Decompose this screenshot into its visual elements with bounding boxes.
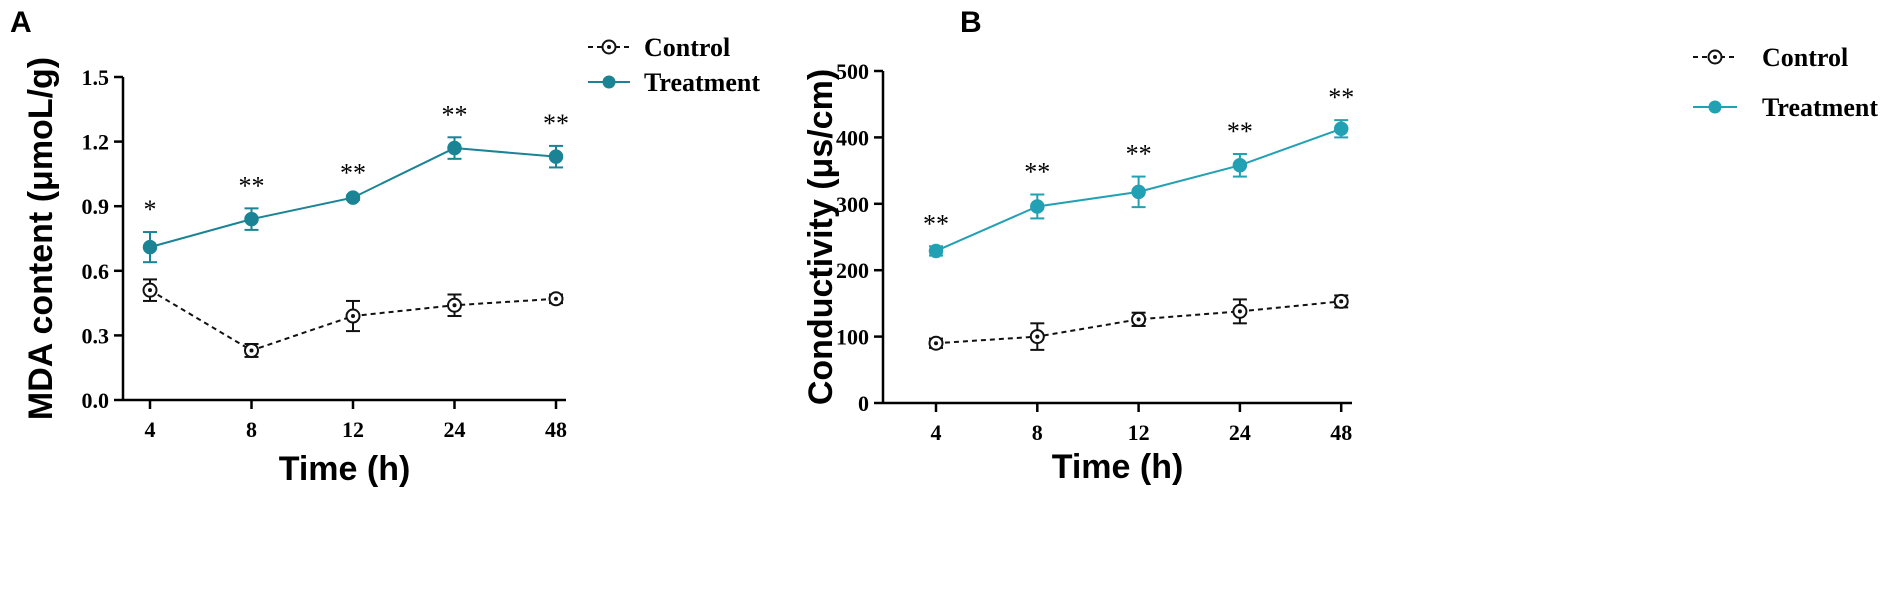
series-treatment [928,119,1349,259]
y-tick-label: 0.3 [82,323,110,348]
data-point-dot [452,303,457,308]
significance-marker: ** [543,109,569,138]
y-tick-label: 300 [836,192,869,217]
data-point [1030,199,1045,214]
y-tick-label: 0.9 [82,194,110,219]
y-tick-label: 0.0 [82,388,110,413]
x-tick-label: 48 [545,417,567,442]
significance-marker: ** [1024,158,1050,187]
data-point [142,239,158,255]
x-tick-label: 12 [1128,420,1150,445]
data-point [345,190,361,205]
legend-label: Treatment [644,68,760,97]
series-line-control [935,300,1342,345]
significance-marker: ** [442,100,468,129]
legend-marker-dot [1713,55,1717,59]
x-tick-label: 24 [1229,420,1251,445]
x-tick-label: 4 [145,417,156,442]
x-axis-title: Time (h) [1052,448,1184,486]
y-tick-label: 100 [836,325,869,350]
data-point-dot [1035,334,1040,339]
y-tick-label: 1.5 [82,65,110,90]
panel-label: A [10,6,32,39]
data-point-dot [934,341,938,346]
y-tick-label: 0 [858,391,869,416]
x-tick-label: 48 [1330,420,1352,445]
panel-label: B [960,6,982,39]
data-point-dot [554,296,558,301]
y-tick-label: 1.2 [82,130,110,155]
series-control [142,278,564,358]
data-point [928,243,944,259]
x-axis-title: Time (h) [279,450,411,488]
data-point-dot [1237,309,1242,314]
legend-marker [602,75,616,89]
legend-marker [1708,100,1722,114]
data-point-dot [1339,299,1344,304]
legend-marker-dot [607,45,611,49]
y-tick-label: 0.6 [82,259,110,284]
significance-marker: ** [239,171,265,200]
significance-marker: * [144,195,157,224]
series-treatment [142,136,564,264]
data-point-dot [1136,317,1141,322]
significance-marker: ** [1126,140,1152,169]
data-point-dot [148,288,152,293]
y-axis-title: Conductivity (μs/cm) [802,69,840,405]
x-tick-label: 8 [1032,420,1043,445]
data-point [447,140,462,156]
significance-marker: ** [1227,117,1253,146]
significance-marker: ** [1328,83,1354,112]
x-tick-label: 12 [342,417,364,442]
significance-marker: ** [340,158,366,187]
data-point-dot [249,348,254,353]
series-control [928,293,1349,351]
x-tick-label: 4 [931,420,942,445]
y-tick-label: 200 [836,258,869,283]
data-point [1232,158,1248,173]
legend-label: Control [1762,43,1848,72]
data-point-dot [351,314,355,319]
x-tick-label: 24 [444,417,466,442]
legend: Control Treatment [588,33,760,97]
data-point [548,149,564,164]
y-tick-label: 500 [836,59,869,84]
x-tick-label: 8 [246,417,257,442]
legend: Control Treatment [1693,43,1878,122]
data-point [244,211,259,227]
y-axis-title: MDA content (μmoL/g) [22,57,60,420]
data-point [1333,121,1349,137]
legend-label: Control [644,33,730,62]
data-point [1131,184,1146,200]
legend-label: Treatment [1762,93,1878,122]
significance-marker: ** [923,209,949,238]
y-tick-label: 400 [836,125,869,150]
